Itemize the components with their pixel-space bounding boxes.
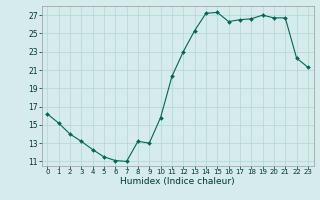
X-axis label: Humidex (Indice chaleur): Humidex (Indice chaleur) [120, 177, 235, 186]
